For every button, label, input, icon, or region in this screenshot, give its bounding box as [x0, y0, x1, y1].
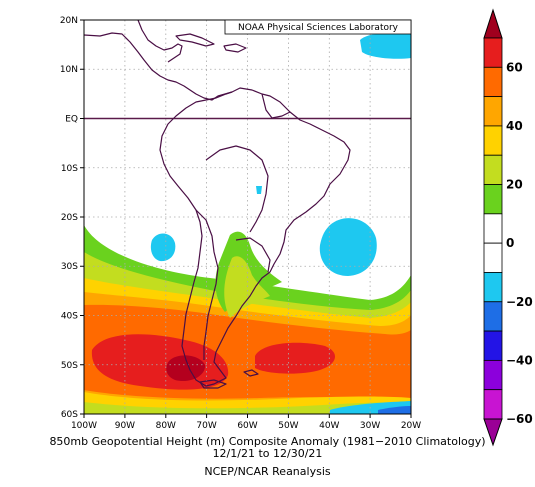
- neg-blob-pacific: [150, 233, 176, 262]
- lat-label: 10S: [61, 164, 78, 174]
- colorbar-cell: [483, 389, 503, 420]
- colorbar-tick-label: −60: [506, 412, 533, 426]
- neg-blob-south-dark: [378, 406, 411, 414]
- coast-north-america: [84, 32, 233, 101]
- band-60-core: [166, 355, 206, 382]
- caption-title: 850mb Geopotential Height (m) Composite …: [49, 435, 486, 448]
- lat-label: 40S: [61, 312, 78, 322]
- credit-box: [224, 19, 412, 35]
- lat-label: 20S: [61, 213, 78, 223]
- coast-south-america: [159, 87, 351, 387]
- colorbar-cell: [483, 37, 503, 68]
- lat-labels: 20N 10N EQ 10S 20S 30S 40S 50S 60S: [60, 16, 78, 420]
- colorbar-bottom-arrow: [483, 418, 503, 447]
- colorbar-tick-label: 40: [506, 119, 523, 133]
- colorbar-cell: [483, 301, 503, 332]
- colorbar-cell: [483, 272, 503, 303]
- lon-label: 20W: [401, 421, 421, 431]
- colorbar-cell: [483, 66, 503, 98]
- lon-label: 50W: [278, 421, 298, 431]
- colorbar-cell: [483, 330, 503, 361]
- border-brazil: [205, 145, 269, 233]
- border-andes: [195, 209, 219, 360]
- caption-dates: 12/1/21 to 12/30/21: [212, 447, 323, 460]
- colorbar-tick-label: 60: [506, 60, 523, 74]
- coast-hispaniola: [223, 43, 247, 53]
- colorbar-tick-label: −40: [506, 353, 533, 367]
- colorbar-cell: [483, 96, 503, 127]
- coastlines: [84, 20, 351, 389]
- lon-label: 90W: [115, 421, 135, 431]
- lat-label: 30S: [61, 262, 78, 272]
- anomaly-shading: [84, 20, 411, 414]
- neg-blob-atlantic: [319, 218, 377, 276]
- lon-label: 40W: [319, 421, 339, 431]
- credit-text: NOAA Physical Sciences Laboratory: [238, 23, 399, 33]
- caption-source: NCEP/NCAR Reanalysis: [204, 465, 331, 478]
- neg-blob-small: [256, 186, 262, 194]
- border-guianas: [261, 93, 291, 119]
- coast-yucatan-gulf: [137, 20, 183, 63]
- lon-labels: 100W 90W 80W 70W 60W 50W 40W 30W 20W: [71, 421, 421, 431]
- lat-label: 60S: [61, 410, 78, 420]
- lon-label: 70W: [196, 421, 216, 431]
- border-paraguay: [235, 237, 271, 273]
- coast-falklands: [243, 369, 259, 377]
- colorbar-cell: [483, 154, 503, 185]
- coast-tierra-del-fuego: [199, 379, 227, 389]
- lon-label: 60W: [237, 421, 257, 431]
- lon-label: 100W: [71, 421, 97, 431]
- colorbar-cell: [483, 359, 503, 391]
- lon-label: 30W: [360, 421, 380, 431]
- colorbar-tick-label: 20: [506, 178, 523, 192]
- lat-label: 20N: [60, 16, 78, 26]
- lat-label: 10N: [60, 65, 78, 75]
- colorbar-cell: [483, 242, 503, 273]
- lon-label: 80W: [156, 421, 176, 431]
- colorbar-tick-label: 0: [506, 236, 514, 250]
- lat-label: EQ: [65, 115, 78, 125]
- neg-blob-north: [360, 32, 411, 59]
- gridlines: [84, 20, 411, 414]
- lat-label: 50S: [61, 361, 78, 371]
- band-50-60-east: [255, 342, 336, 374]
- band-andes-lime: [224, 256, 270, 318]
- colorbar-cell: [483, 125, 503, 156]
- coast-cuba: [175, 33, 215, 47]
- colorbar-cell: [483, 213, 503, 244]
- colorbar: 60 40 20 0 −20 −40 −60: [483, 8, 533, 447]
- tick-marks: [80, 19, 412, 418]
- colorbar-cell: [483, 184, 503, 215]
- colorbar-top-arrow: [483, 8, 503, 39]
- colorbar-tick-label: −20: [506, 295, 533, 309]
